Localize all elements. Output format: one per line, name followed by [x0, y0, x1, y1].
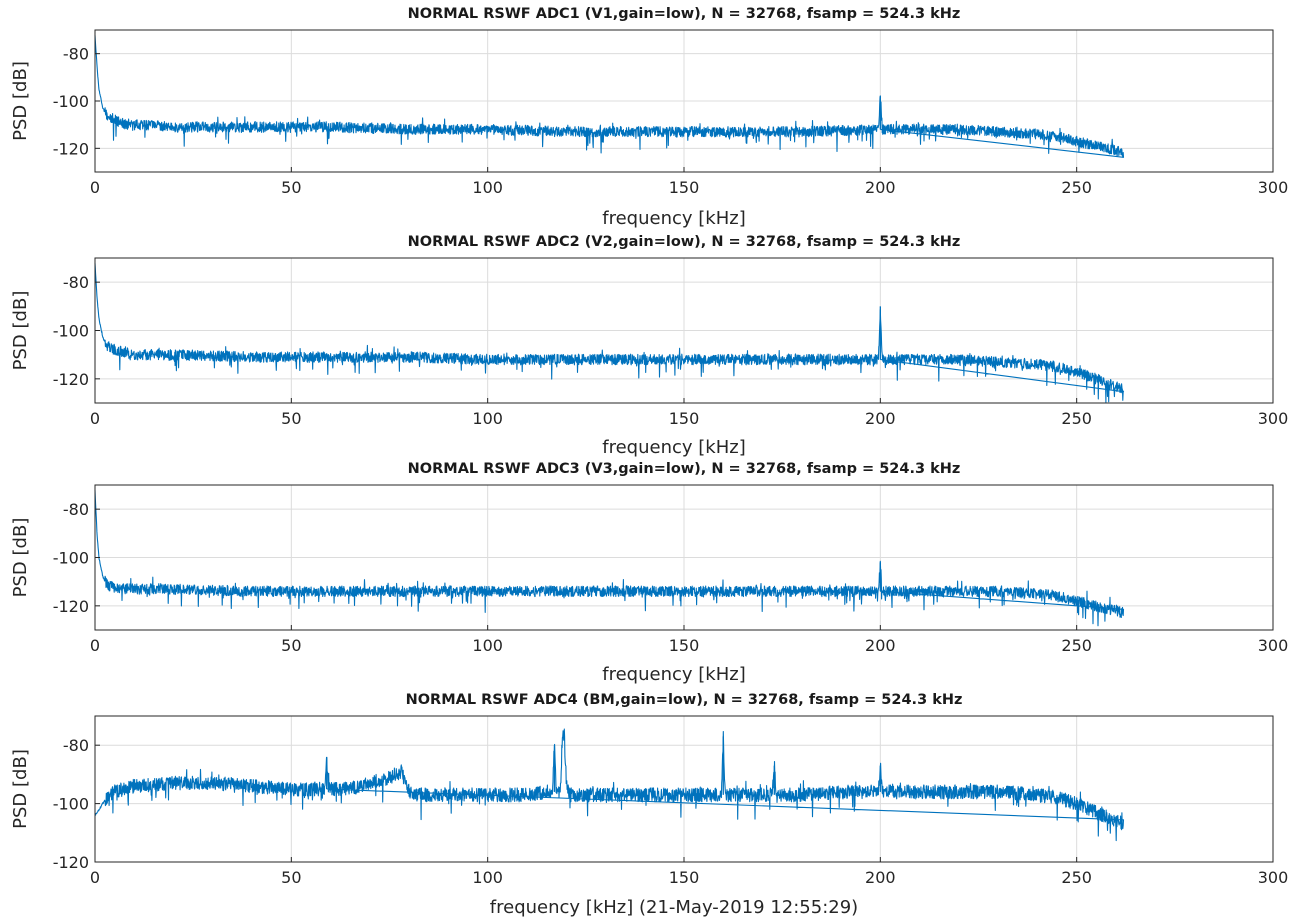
psd-series-line [94, 490, 1125, 627]
x-tick-label: 300 [1258, 636, 1289, 655]
psd-series-line [94, 35, 1125, 158]
x-tick-label: 100 [472, 409, 503, 428]
x-tick-label: 250 [1061, 636, 1092, 655]
psd-series-line [94, 263, 1125, 403]
x-axis-label: frequency [kHz] (21-May-2019 12:55:29) [490, 897, 858, 918]
subplot-adc1: 0 50 100 150 200 250 300 -80 -100 -120 NORMAL RSWF… [10, 6, 1288, 229]
x-tick-label: 0 [90, 178, 100, 197]
x-tick-label: 300 [1258, 409, 1289, 428]
y-tick-label: -100 [53, 795, 89, 814]
y-tick-label: -80 [63, 45, 89, 64]
x-tick-label: 100 [472, 636, 503, 655]
x-tick-label: 200 [865, 409, 896, 428]
y-tick-label: -80 [63, 500, 89, 519]
y-tick-label: -100 [53, 549, 89, 568]
subplot-adc4: 0 50 100 150 200 250 300 -80 -100 -120 NORMAL RSWF… [10, 692, 1288, 918]
chart-title: NORMAL RSWF ADC4 (BM,gain=low), N = 3276… [406, 692, 963, 708]
x-tick-label: 50 [281, 178, 301, 197]
x-tick-label: 300 [1258, 868, 1289, 887]
y-tick-label: -100 [53, 322, 89, 341]
psd-series-line [94, 728, 1125, 842]
y-tick-label: -100 [53, 92, 89, 111]
subplot-adc3: 0 50 100 150 200 250 300 -80 -100 -120 NORMAL RSWF… [10, 461, 1288, 685]
y-tick-label: -80 [63, 736, 89, 755]
x-tick-label: 150 [669, 636, 700, 655]
y-tick-label: -120 [53, 370, 89, 389]
chart-title: NORMAL RSWF ADC2 (V2,gain=low), N = 3276… [408, 234, 961, 250]
y-tick-label: -120 [53, 139, 89, 158]
y-tick-label: -80 [63, 273, 89, 292]
x-tick-label: 300 [1258, 178, 1289, 197]
x-tick-label: 50 [281, 868, 301, 887]
x-tick-label: 250 [1061, 178, 1092, 197]
x-tick-label: 200 [865, 868, 896, 887]
y-axis-label: PSD [dB] [10, 518, 31, 598]
y-axis-label: PSD [dB] [10, 291, 31, 371]
x-tick-label: 0 [90, 409, 100, 428]
x-tick-label: 0 [90, 868, 100, 887]
x-tick-label: 0 [90, 636, 100, 655]
y-axis-label: PSD [dB] [10, 61, 31, 141]
x-tick-label: 150 [669, 178, 700, 197]
chart-title: NORMAL RSWF ADC1 (V1,gain=low), N = 3276… [408, 6, 961, 22]
subplot-adc2: 0 50 100 150 200 250 300 -80 -100 -120 NORMAL RSWF… [10, 234, 1288, 458]
x-tick-label: 100 [472, 868, 503, 887]
x-tick-label: 200 [865, 178, 896, 197]
y-tick-label: -120 [53, 597, 89, 616]
chart-title: NORMAL RSWF ADC3 (V3,gain=low), N = 3276… [408, 461, 961, 477]
x-axis-label: frequency [kHz] [602, 437, 745, 458]
x-tick-label: 50 [281, 636, 301, 655]
x-axis-label: frequency [kHz] [602, 208, 745, 229]
x-tick-label: 250 [1061, 868, 1092, 887]
x-tick-label: 150 [669, 868, 700, 887]
x-tick-label: 250 [1061, 409, 1092, 428]
x-axis-label: frequency [kHz] [602, 664, 745, 685]
y-axis-label: PSD [dB] [10, 749, 31, 829]
y-tick-label: -120 [53, 853, 89, 872]
x-tick-label: 50 [281, 409, 301, 428]
x-tick-label: 150 [669, 409, 700, 428]
x-tick-label: 200 [865, 636, 896, 655]
x-tick-label: 100 [472, 178, 503, 197]
